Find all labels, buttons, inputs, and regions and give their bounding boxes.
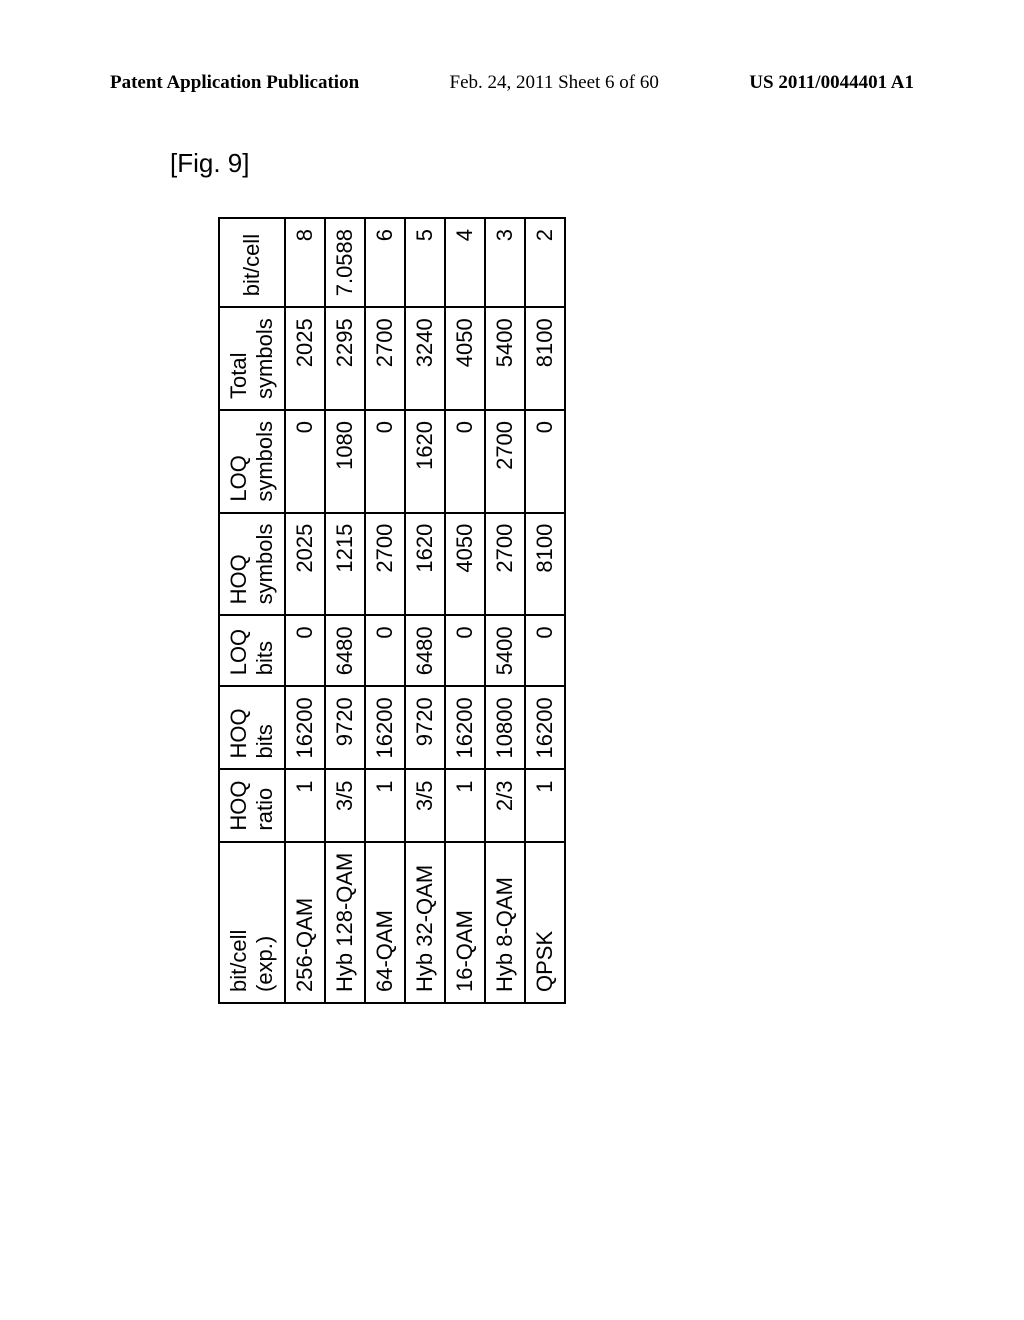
cell-tot-sym: 5400 (485, 307, 525, 410)
cell-mod: 64-QAM (365, 842, 405, 1003)
cell-loq-bits: 0 (365, 615, 405, 686)
cell-loq-bits: 0 (285, 615, 325, 686)
cell-loq-sym: 0 (525, 410, 565, 513)
col-header-bitcell: bit/cell (219, 218, 285, 307)
col-header-bitcell-l1: bit/cell (239, 234, 264, 296)
cell-mod: Hyb 32-QAM (405, 842, 445, 1003)
col-header-tot-sym-l2: symbols (252, 318, 277, 399)
cell-hoq-bits: 9720 (405, 686, 445, 769)
col-header-hoq-sym-l2: symbols (252, 524, 277, 605)
cell-hoq-ratio: 1 (285, 769, 325, 841)
cell-hoq-sym: 2700 (365, 513, 405, 616)
cell-bitcell: 6 (365, 218, 405, 307)
cell-loq-sym: 2700 (485, 410, 525, 513)
cell-hoq-bits: 10800 (485, 686, 525, 769)
col-header-hoq-ratio: HOQ ratio (219, 769, 285, 841)
cell-bitcell: 8 (285, 218, 325, 307)
cell-hoq-sym: 4050 (445, 513, 485, 616)
table-row: Hyb 128-QAM 3/5 9720 6480 1215 1080 2295… (325, 218, 365, 1003)
cell-tot-sym: 2025 (285, 307, 325, 410)
cell-bitcell: 7.0588 (325, 218, 365, 307)
cell-hoq-ratio: 1 (365, 769, 405, 841)
table-row: 256-QAM 1 16200 0 2025 0 2025 8 (285, 218, 325, 1003)
col-header-hoq-sym: HOQ symbols (219, 513, 285, 616)
table-row: Hyb 32-QAM 3/5 9720 6480 1620 1620 3240 … (405, 218, 445, 1003)
col-header-mod-l1: bit/cell (226, 930, 251, 992)
col-header-hoq-sym-l1: HOQ (226, 554, 251, 604)
cell-mod: 16-QAM (445, 842, 485, 1003)
table-body: 256-QAM 1 16200 0 2025 0 2025 8 Hyb 128-… (285, 218, 565, 1003)
cell-hoq-ratio: 1 (445, 769, 485, 841)
col-header-hoq-bits: HOQ bits (219, 686, 285, 769)
cell-tot-sym: 3240 (405, 307, 445, 410)
cell-loq-bits: 6480 (405, 615, 445, 686)
col-header-loq-sym: LOQ symbols (219, 410, 285, 513)
col-header-hoq-bits-l1: HOQ (226, 708, 251, 758)
cell-hoq-sym: 2700 (485, 513, 525, 616)
cell-bitcell: 2 (525, 218, 565, 307)
table-row: QPSK 1 16200 0 8100 0 8100 2 (525, 218, 565, 1003)
cell-loq-bits: 5400 (485, 615, 525, 686)
col-header-mod-l2: (exp.) (252, 936, 277, 992)
figure-label: [Fig. 9] (170, 148, 249, 179)
cell-hoq-bits: 16200 (365, 686, 405, 769)
col-header-loq-bits: LOQ bits (219, 615, 285, 686)
col-header-loq-bits-l1: LOQ (226, 629, 251, 675)
cell-loq-sym: 1620 (405, 410, 445, 513)
cell-hoq-sym: 8100 (525, 513, 565, 616)
table-row: Hyb 8-QAM 2/3 10800 5400 2700 2700 5400 … (485, 218, 525, 1003)
cell-loq-sym: 0 (285, 410, 325, 513)
col-header-hoq-bits-l2: bits (252, 724, 277, 758)
table-row: 64-QAM 1 16200 0 2700 0 2700 6 (365, 218, 405, 1003)
cell-loq-sym: 0 (445, 410, 485, 513)
cell-hoq-sym: 2025 (285, 513, 325, 616)
cell-hoq-bits: 16200 (525, 686, 565, 769)
cell-loq-sym: 0 (365, 410, 405, 513)
header-center: Feb. 24, 2011 Sheet 6 of 60 (450, 72, 659, 94)
cell-bitcell: 3 (485, 218, 525, 307)
header-left: Patent Application Publication (110, 72, 359, 94)
col-header-hoq-ratio-l2: ratio (252, 788, 277, 831)
table-header-row: bit/cell (exp.) HOQ ratio HOQ bits LOQ b… (219, 218, 285, 1003)
cell-hoq-ratio: 2/3 (485, 769, 525, 841)
cell-tot-sym: 8100 (525, 307, 565, 410)
col-header-loq-sym-l2: symbols (252, 421, 277, 502)
cell-loq-bits: 6480 (325, 615, 365, 686)
cell-tot-sym: 2700 (365, 307, 405, 410)
cell-hoq-ratio: 3/5 (405, 769, 445, 841)
col-header-mod: bit/cell (exp.) (219, 842, 285, 1003)
page-header: Patent Application Publication Feb. 24, … (110, 72, 914, 94)
col-header-tot-sym-l1: Total (226, 352, 251, 398)
cell-tot-sym: 4050 (445, 307, 485, 410)
col-header-loq-sym-l1: LOQ (226, 455, 251, 501)
col-header-hoq-ratio-l1: HOQ (226, 780, 251, 830)
cell-tot-sym: 2295 (325, 307, 365, 410)
cell-hoq-bits: 9720 (325, 686, 365, 769)
cell-mod: Hyb 8-QAM (485, 842, 525, 1003)
cell-mod: 256-QAM (285, 842, 325, 1003)
col-header-loq-bits-l2: bits (252, 641, 277, 675)
cell-loq-bits: 0 (445, 615, 485, 686)
cell-mod: QPSK (525, 842, 565, 1003)
cell-bitcell: 5 (405, 218, 445, 307)
cell-bitcell: 4 (445, 218, 485, 307)
table-rotator: bit/cell (exp.) HOQ ratio HOQ bits LOQ b… (218, 217, 566, 1004)
cell-hoq-bits: 16200 (445, 686, 485, 769)
table-viewport: bit/cell (exp.) HOQ ratio HOQ bits LOQ b… (218, 184, 688, 1004)
col-header-tot-sym: Total symbols (219, 307, 285, 410)
cell-hoq-ratio: 3/5 (325, 769, 365, 841)
cell-mod: Hyb 128-QAM (325, 842, 365, 1003)
cell-hoq-bits: 16200 (285, 686, 325, 769)
cell-hoq-ratio: 1 (525, 769, 565, 841)
cell-hoq-sym: 1620 (405, 513, 445, 616)
header-right: US 2011/0044401 A1 (749, 72, 914, 94)
cell-hoq-sym: 1215 (325, 513, 365, 616)
qam-table: bit/cell (exp.) HOQ ratio HOQ bits LOQ b… (218, 217, 566, 1004)
cell-loq-bits: 0 (525, 615, 565, 686)
table-row: 16-QAM 1 16200 0 4050 0 4050 4 (445, 218, 485, 1003)
cell-loq-sym: 1080 (325, 410, 365, 513)
